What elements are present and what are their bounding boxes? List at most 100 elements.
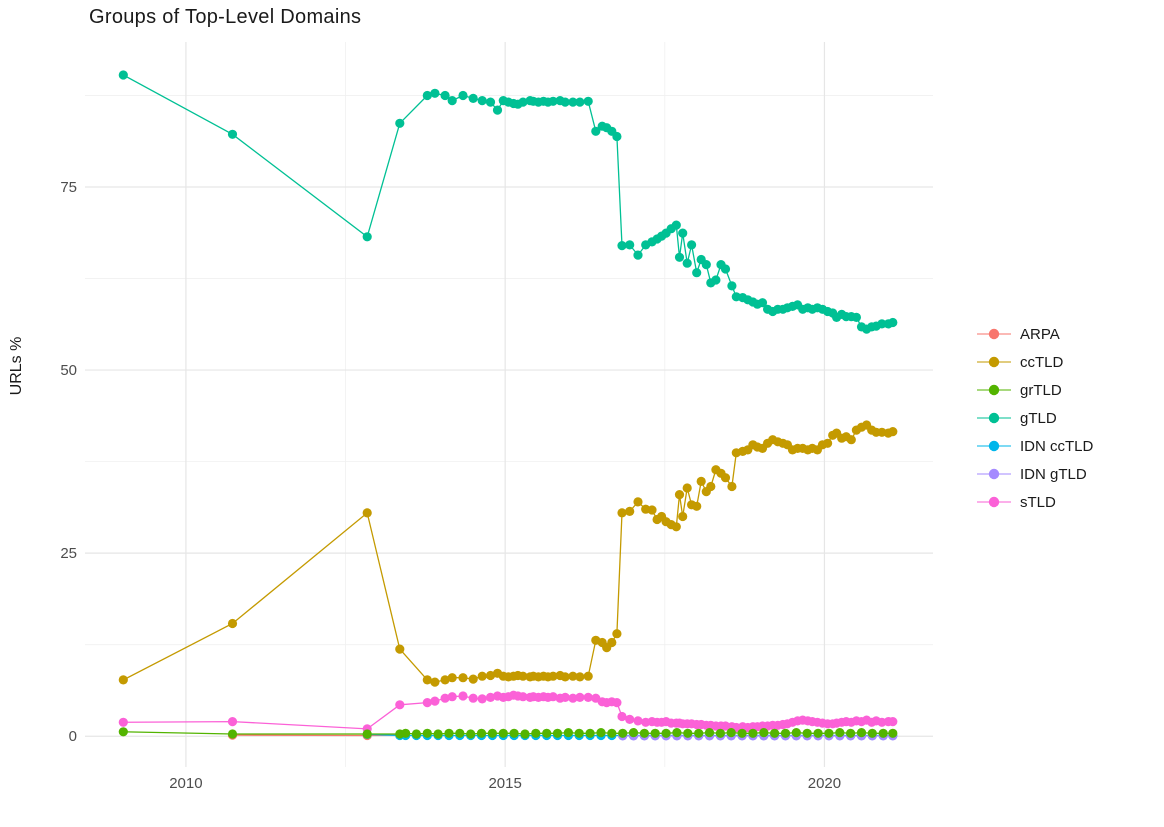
data-point <box>583 692 593 703</box>
data-point <box>835 728 845 738</box>
data-point <box>395 644 405 654</box>
data-point <box>575 97 585 107</box>
data-point <box>568 693 578 703</box>
data-point <box>548 96 558 106</box>
data-point <box>661 728 671 738</box>
x-tick-label: 2015 <box>488 775 521 792</box>
data-point <box>509 728 519 738</box>
data-point <box>568 97 578 107</box>
data-point <box>625 506 635 516</box>
legend-item-cctld: ccTLD <box>976 353 1093 371</box>
data-point <box>458 673 468 683</box>
legend-key-icon <box>977 328 1011 340</box>
data-point <box>440 675 450 685</box>
data-point <box>647 505 657 515</box>
data-point <box>851 312 862 322</box>
data-point <box>846 728 856 738</box>
data-point <box>468 693 478 703</box>
data-point <box>227 129 238 139</box>
legend-label: gTLD <box>1020 409 1057 427</box>
data-point <box>625 240 635 250</box>
data-point <box>401 728 411 738</box>
y-tick-label: 25 <box>60 545 77 562</box>
data-point <box>650 728 660 738</box>
data-point <box>612 698 622 708</box>
data-point <box>520 729 530 739</box>
data-point <box>118 675 128 685</box>
legend-label: IDN gTLD <box>1020 465 1087 483</box>
legend-key-icon <box>977 412 1011 424</box>
legend-item-gtld: gTLD <box>976 409 1093 427</box>
data-point <box>824 728 834 738</box>
legend: ARPA ccTLD grTLD gTLD IDN ccTLD IDN gTLD sTLD <box>976 326 1094 511</box>
data-point <box>617 241 627 251</box>
data-point <box>759 728 769 738</box>
data-point <box>430 677 440 687</box>
legend-item-stld: sTLD <box>976 494 1093 511</box>
data-point <box>715 728 726 738</box>
data-point <box>362 232 372 242</box>
data-point <box>720 473 731 483</box>
data-point <box>780 728 791 738</box>
data-point <box>618 728 628 738</box>
data-point <box>682 258 692 268</box>
x-tick-label: 2010 <box>169 775 202 792</box>
legend-key-icon <box>977 440 1011 452</box>
data-point <box>575 672 585 682</box>
data-point <box>704 728 715 738</box>
data-point <box>118 717 128 727</box>
data-point <box>430 88 440 98</box>
legend-label: grTLD <box>1020 381 1062 399</box>
legend-key-icon <box>977 356 1011 368</box>
data-point <box>458 90 468 101</box>
legend-key-icon <box>977 384 1011 396</box>
data-point <box>395 118 405 128</box>
data-point <box>757 298 768 308</box>
data-point <box>542 728 552 738</box>
data-point <box>485 670 496 681</box>
data-point <box>727 281 737 291</box>
data-point <box>362 729 372 739</box>
data-point <box>518 671 528 681</box>
data-point <box>802 728 812 738</box>
data-point <box>633 716 643 726</box>
data-point <box>696 476 706 486</box>
data-point <box>447 673 457 683</box>
data-point <box>575 692 585 703</box>
data-point <box>888 717 898 727</box>
data-point <box>720 264 731 274</box>
data-point <box>888 427 898 437</box>
data-point <box>612 629 622 639</box>
data-point <box>791 728 801 738</box>
legend-label: IDN ccTLD <box>1020 437 1094 455</box>
chart-title: Groups of Top-Level Domains <box>89 6 362 28</box>
data-point <box>422 675 432 685</box>
data-point <box>678 228 688 238</box>
y-axis-tick-labels: 0 25 50 75 <box>60 179 77 745</box>
data-point <box>823 438 833 448</box>
legend-item-idn-cctld: IDN ccTLD <box>976 437 1094 455</box>
data-point <box>422 698 432 708</box>
series-ccTLD <box>118 420 898 687</box>
y-tick-label: 0 <box>69 728 77 745</box>
data-point <box>737 728 747 738</box>
data-point <box>548 671 558 681</box>
data-point <box>633 497 643 507</box>
data-point <box>433 729 443 739</box>
x-axis-tick-labels: 2010 2015 2020 <box>169 775 841 792</box>
data-point <box>560 97 570 107</box>
legend-item-idn-gtld: IDN gTLD <box>976 465 1093 483</box>
data-point <box>671 522 681 532</box>
data-point <box>674 252 685 262</box>
series-sTLD <box>118 690 898 734</box>
data-point <box>395 700 405 710</box>
data-point <box>701 260 711 270</box>
series-gTLD <box>118 70 898 334</box>
data-point <box>674 490 685 500</box>
data-point <box>583 671 593 681</box>
data-point <box>628 728 639 738</box>
data-point <box>492 105 503 115</box>
legend-label: ccTLD <box>1020 353 1064 371</box>
data-point <box>711 275 721 285</box>
